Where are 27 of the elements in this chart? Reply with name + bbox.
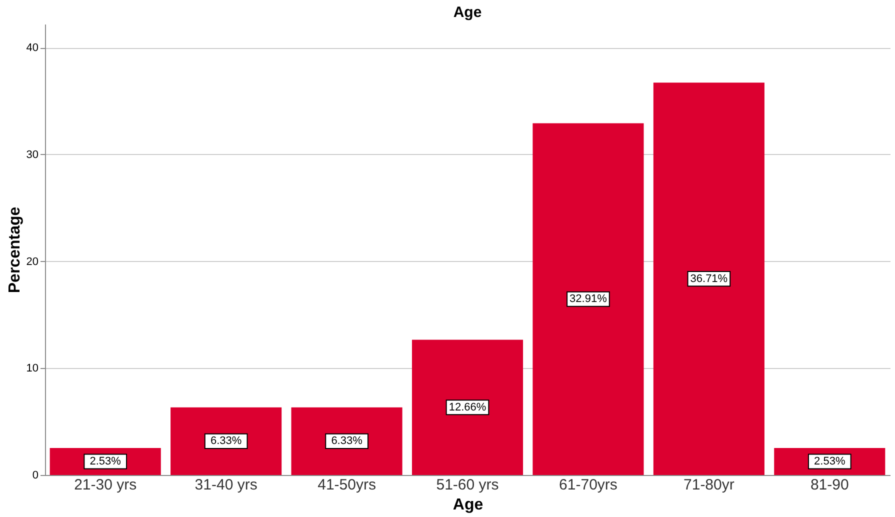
data-label: 12.66% [448,401,486,414]
data-label: 2.53% [90,455,122,468]
x-tick-label: 81-90 [810,476,849,494]
x-tick-label: 31-40 yrs [194,476,258,494]
y-tick-label: 20 [26,256,38,268]
data-label: 6.33% [210,435,242,448]
x-tick-label: 61-70yrs [559,476,618,494]
y-tick-label: 30 [26,148,38,161]
data-label: 32.91% [570,293,608,306]
bar [412,340,524,475]
y-tick-label: 10 [26,362,38,375]
data-label: 36.71% [690,272,728,285]
x-tick-label: 51-60 yrs [436,476,499,494]
x-tick-label: 71-80yr [684,476,734,494]
bar [170,407,282,475]
bar [653,82,764,475]
x-axis-title: Age [452,496,484,514]
data-label: 6.33% [331,435,363,448]
bar [532,123,644,475]
y-axis-title: Percentage [6,206,24,294]
data-label: 2.53% [814,455,846,468]
x-tick-label: 41-50yrs [318,476,376,494]
x-tick-label: 21-30 yrs [74,476,137,494]
bar [291,407,402,475]
chart-title: Age [453,4,482,21]
y-tick-label: 0 [32,470,38,482]
y-tick-label: 40 [26,42,38,54]
